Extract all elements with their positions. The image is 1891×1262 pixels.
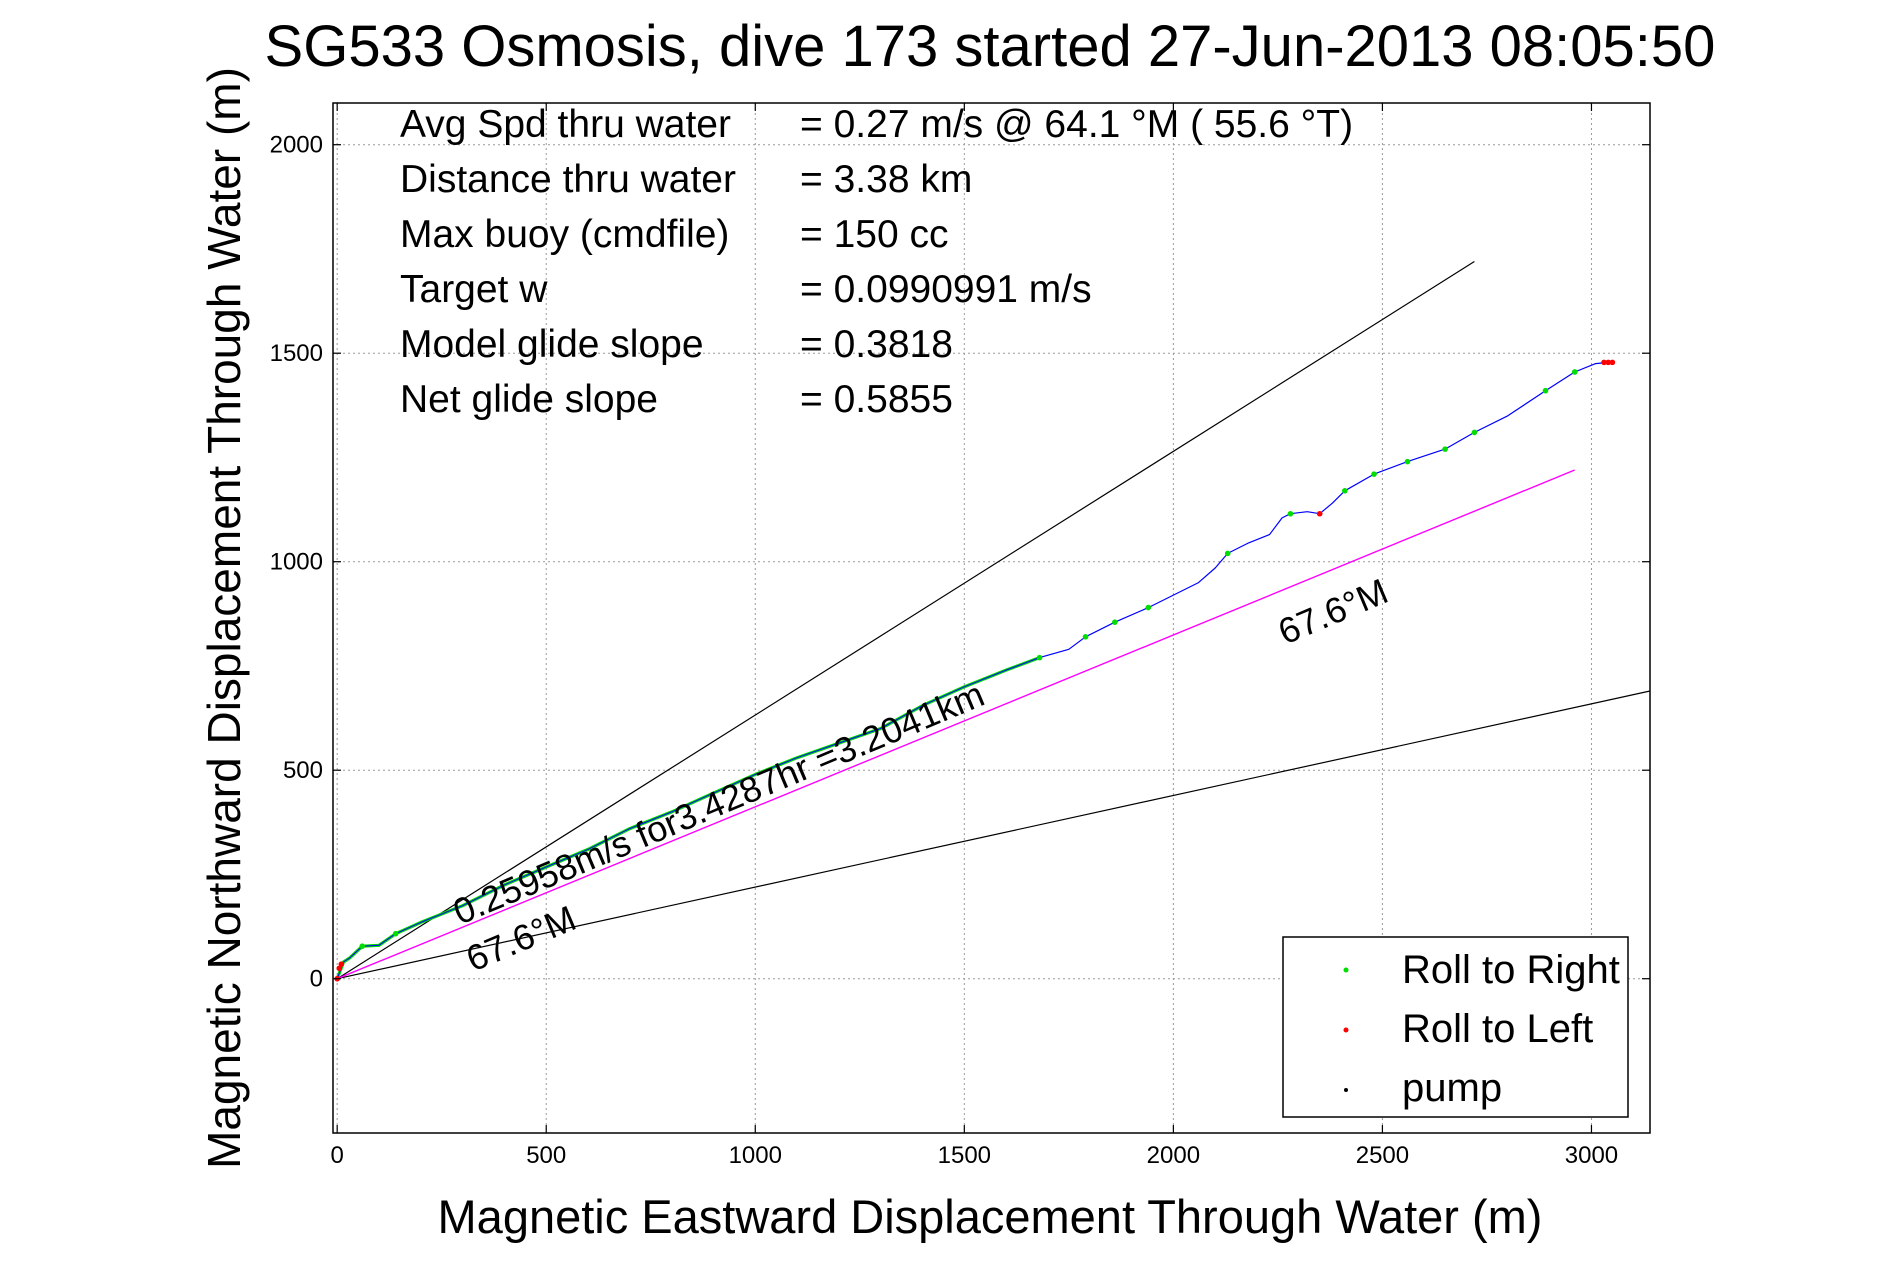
roll-right-marker [1442,446,1448,452]
roll-right-marker [1112,619,1118,625]
roll-right-marker [1145,604,1152,611]
info-label-target-w: Target w [400,268,548,311]
x-tick-label: 2000 [1147,1142,1200,1169]
roll-left-marker [338,961,345,967]
roll-right-marker [1287,510,1294,517]
track-line-late [1039,361,1609,659]
legend-marker-pump [1344,1088,1348,1092]
y-tick-label: 2000 [270,132,323,159]
envelope-line-lower [337,690,1651,980]
roll-left-marker [1316,510,1323,517]
x-tick-label: 0 [331,1142,344,1169]
info-block: Avg Spd thru water = 0.27 m/s @ 64.1 °M … [400,103,1353,421]
grid-lines [333,103,1650,1133]
y-axis-label: Magnetic Northward Displacement Through … [198,67,250,1169]
bearing-line-path [336,469,1575,980]
info-value-target-w: = 0.0990991 m/s [800,268,1092,311]
x-tick-label: 3000 [1565,1142,1618,1169]
roll-left-marker [1601,359,1607,366]
plot-frame [332,102,1651,1134]
legend-box [1282,936,1629,1118]
roll-right-marker [1082,633,1089,640]
roll-right-marker [1542,387,1549,394]
x-tick-label: 2500 [1356,1142,1409,1169]
legend-label-roll-left: Roll to Left [1402,1007,1593,1051]
info-label-max-buoy: Max buoy (cmdfile) [400,213,729,256]
y-tick-label: 1000 [270,549,323,576]
info-value-max-buoy: = 150 cc [800,213,949,256]
roll-right-marker [1036,654,1043,661]
info-label-model-glide: Model glide slope [400,323,704,366]
roll-right-marker [359,943,366,949]
legend: Roll to Right Roll to Left pump [1282,936,1629,1118]
envelope-line-upper [336,260,1475,980]
bearing-line [336,469,1575,980]
roll-left-marker [1605,359,1611,366]
roll-right-marker [1571,369,1578,375]
info-value-net-glide: = 0.5855 [800,378,953,421]
roll-markers [334,359,1616,982]
y-tick-label: 500 [283,757,323,784]
track-line-early [336,657,1040,979]
track-line [335,361,1609,980]
roll-right-marker [1404,458,1411,465]
chart-title: SG533 Osmosis, dive 173 started 27-Jun-2… [265,14,1716,79]
roll-right-marker [1471,429,1478,436]
envelope-lines [336,260,1651,980]
roll-right-marker [1371,471,1377,477]
legend-label-pump: pump [1402,1066,1502,1110]
info-value-avg-speed: = 0.27 m/s @ 64.1 °M ( 55.6 °T) [800,103,1353,146]
roll-left-marker [336,965,343,972]
info-value-distance: = 3.38 km [800,158,972,201]
legend-marker-roll-left [1343,1027,1349,1033]
info-value-model-glide: = 0.3818 [800,323,953,366]
y-tick-label: 0 [310,966,323,993]
x-tick-label: 500 [526,1142,566,1169]
x-axis-label: Magnetic Eastward Displacement Through W… [438,1190,1543,1243]
info-label-net-glide: Net glide slope [400,378,658,421]
x-tick-label: 1500 [938,1142,991,1169]
roll-left-marker [1609,359,1616,366]
info-label-distance: Distance thru water [400,158,736,201]
x-tick-label: 1000 [729,1142,782,1169]
axis-ticks: 0 500 1000 1500 2000 2500 3000 0 500 1000 1500 2000 [270,103,1650,1169]
legend-marker-roll-right [1343,967,1349,973]
info-label-avg-speed: Avg Spd thru water [400,103,731,146]
y-tick-label: 1500 [270,340,323,367]
roll-right-marker [1224,550,1231,557]
roll-right-marker [392,930,399,937]
roll-right-marker [1341,488,1348,494]
legend-label-roll-right: Roll to Right [1402,948,1620,992]
